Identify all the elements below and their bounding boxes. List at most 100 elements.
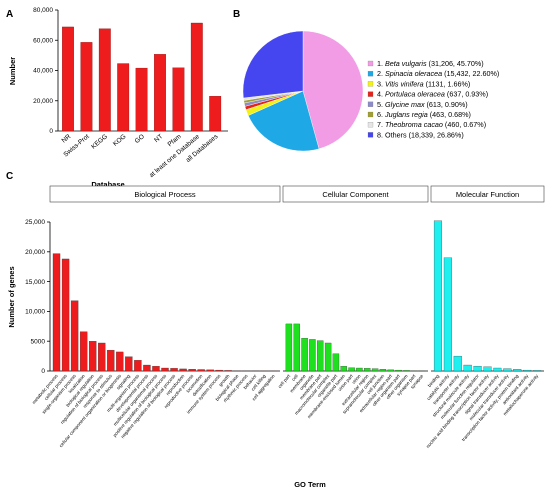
panel-b-legend-entry: 4. Portulaca oleracea (637, 0.93%): [377, 90, 488, 99]
panel-a-y-tick-label: 20,000: [33, 98, 53, 105]
panel-b-legend-stats: (31,206, 45.70%): [427, 59, 484, 68]
panel-b-legend-stats: (18,339, 26.86%): [407, 130, 464, 139]
panel-b-legend-swatch: [367, 101, 374, 107]
panel-c-facet-header: [430, 185, 545, 203]
panel-a-bar: [209, 96, 222, 132]
panel-c-bar: [61, 258, 70, 372]
panel-c-bar: [98, 342, 106, 372]
panel-c-bar: [443, 257, 452, 372]
panel-c-bar: [309, 339, 316, 372]
panel-c-bar: [293, 323, 300, 372]
panel-a-bar: [135, 67, 148, 132]
panel-c-bar: [473, 366, 482, 372]
panel-b-legend-entry: 5. Glycine max (613, 0.90%): [377, 100, 468, 109]
panel-letter-a: A: [6, 9, 13, 20]
panel-b-legend-stats: (1131, 1.66%): [424, 79, 471, 88]
panel-c-bar: [503, 368, 512, 372]
panel-c-bar: [513, 369, 522, 372]
panel-c-bar: [463, 364, 472, 372]
panel-c-bar: [179, 368, 187, 372]
panel-a-bar: [98, 28, 111, 132]
panel-b-legend-number: 8.: [377, 130, 385, 139]
panel-c-bar: [533, 370, 542, 372]
panel-b-legend-stats: (637, 0.93%): [445, 90, 488, 99]
panel-c-y-tick-label: 20,000: [25, 249, 45, 256]
panel-b-legend-swatch: [367, 111, 374, 118]
panel-b-legend-species: Juglans regia: [384, 110, 428, 119]
panel-c-facet-header: [49, 185, 281, 203]
panel-c-bar: [107, 349, 115, 372]
panel-c-bar: [301, 338, 308, 372]
panel-c-bar: [324, 342, 332, 372]
panel-b-legend-species: Portulaca oleracea: [385, 90, 445, 99]
panel-c-x-tick-label: cell: [291, 373, 299, 382]
panel-b-legend-stats: (460, 0.67%): [443, 120, 486, 129]
panel-c-bar: [356, 367, 363, 372]
panel-b-legend-entry: 1. Beta vulgaris (31,206, 45.70%): [377, 59, 484, 68]
panel-b-legend-species: Theobroma cacao: [385, 120, 443, 129]
panel-a-x-tick-label: KOG: [112, 133, 128, 148]
panel-c-bar: [483, 366, 492, 372]
panel-c-bar: [152, 366, 160, 372]
panel-b-legend-species: Vitis vinifera: [385, 79, 424, 88]
panel-a-bar: [190, 22, 203, 132]
panel-c-bar: [387, 369, 394, 372]
panel-c-bar: [215, 369, 223, 372]
panel-b-legend-swatch: [367, 81, 374, 87]
panel-c-bar: [453, 355, 462, 372]
panel-a-x-axis-title: Database: [91, 180, 124, 189]
panel-a-y-axis-title: Number: [8, 57, 17, 85]
panel-c-bar: [433, 220, 442, 372]
panel-b-legend-stats: (463, 0.68%): [428, 110, 471, 119]
panel-b-legend-swatch: [367, 71, 374, 77]
panel-a-bar: [80, 42, 93, 132]
panel-b-pie-slice: [242, 30, 304, 99]
panel-c-bar: [161, 367, 169, 372]
panel-c-facet-title: Cellular Component: [322, 190, 389, 199]
panel-c-bar: [340, 366, 347, 372]
panel-b-legend-number: 4.: [377, 90, 385, 99]
panel-c-x-tick-label: virion: [351, 373, 362, 385]
panel-c-bar: [134, 360, 142, 372]
panel-c-y-tick-label: 25,000: [25, 219, 45, 226]
panel-b-pie-chart: 1. Beta vulgaris (31,206, 45.70%)2. Spin…: [242, 30, 499, 152]
panel-c-bar: [224, 370, 232, 372]
panel-b-legend-number: 1.: [377, 59, 385, 68]
panel-c-bar: [364, 368, 371, 372]
panel-b-legend-entry: 3. Vitis vinifera (1131, 1.66%): [377, 79, 470, 88]
panel-c-bar: [371, 368, 379, 372]
panel-a-y-tick-label: 40,000: [33, 68, 53, 75]
panel-a-y-tick-label: 80,000: [33, 7, 53, 14]
panel-c-y-tick-label: 0: [41, 368, 45, 375]
panel-b-legend-species: Glycine max: [385, 100, 425, 109]
panel-c-x-axis-title: GO Term: [294, 480, 326, 489]
panel-c-bar: [170, 368, 178, 372]
panel-b-legend-entry: 8. Others (18,339, 26.86%): [377, 130, 464, 139]
panel-c-bar: [523, 369, 532, 372]
panel-b-legend-entry: 6. Juglans regia (463, 0.68%): [377, 110, 471, 119]
panel-b-legend-swatch: [367, 91, 374, 97]
panel-c-bar: [317, 340, 324, 372]
panel-a-bar: [172, 67, 185, 132]
panel-c-bar: [403, 370, 410, 372]
panel-c-bar: [285, 323, 293, 372]
panel-c-y-tick-label: 15,000: [25, 279, 45, 286]
panel-b-legend-species: Beta vulgaris: [385, 59, 427, 68]
panel-c-bar-chart: 0 5000 10,000 15,000 20,000 25,000 Biological…: [7, 185, 545, 489]
panel-c-bar: [79, 331, 88, 372]
panel-b-legend-number: 7.: [377, 120, 385, 129]
panel-b-legend-species: Others: [385, 130, 407, 139]
panel-c-bar: [125, 356, 133, 372]
panel-letter-c: C: [6, 171, 13, 182]
panel-b-legend-swatch: [367, 132, 374, 138]
panel-a-x-tick-label: NT: [153, 133, 164, 144]
panel-c-y-axis-title: Number of genes: [7, 266, 16, 327]
panel-b-legend-stats: (15,432, 22.60%): [442, 69, 499, 78]
panel-c-y-tick-label: 5000: [31, 338, 46, 345]
panel-a-x-tick-label: NR: [61, 133, 73, 145]
panel-c-bar: [395, 369, 402, 372]
panel-b-legend-stats: (613, 0.90%): [425, 100, 468, 109]
panel-b-legend-number: 2.: [377, 69, 385, 78]
